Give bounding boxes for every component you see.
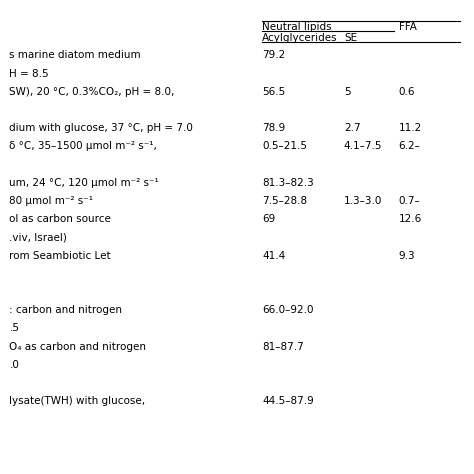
Text: 81.3–82.3: 81.3–82.3 [262,178,314,188]
Text: 12.6: 12.6 [399,214,422,224]
Text: Neutral lipids: Neutral lipids [262,22,332,32]
Text: FFA: FFA [399,22,417,32]
Text: SW), 20 °C, 0.3%CO₂, pH = 8.0,: SW), 20 °C, 0.3%CO₂, pH = 8.0, [9,87,175,97]
Text: 56.5: 56.5 [262,87,285,97]
Text: 69: 69 [262,214,275,224]
Text: 81–87.7: 81–87.7 [262,342,304,352]
Text: 11.2: 11.2 [399,123,422,133]
Text: SE: SE [344,33,357,43]
Text: 7.5–28.8: 7.5–28.8 [262,196,307,206]
Text: 6.2–: 6.2– [399,141,420,151]
Text: 80 μmol m⁻² s⁻¹: 80 μmol m⁻² s⁻¹ [9,196,93,206]
Text: 1.3–3.0: 1.3–3.0 [344,196,383,206]
Text: .5: .5 [9,323,19,333]
Text: Acylglycerides: Acylglycerides [262,33,337,43]
Text: 5: 5 [344,87,351,97]
Text: s marine diatom medium: s marine diatom medium [9,50,141,60]
Text: 0.6: 0.6 [399,87,415,97]
Text: .0: .0 [9,360,19,370]
Text: 66.0–92.0: 66.0–92.0 [262,305,313,315]
Text: : carbon and nitrogen: : carbon and nitrogen [9,305,122,315]
Text: H = 8.5: H = 8.5 [9,69,49,79]
Text: lysate(TWH) with glucose,: lysate(TWH) with glucose, [9,396,146,406]
Text: 0.7–: 0.7– [399,196,420,206]
Text: .viv, Israel): .viv, Israel) [9,232,67,242]
Text: dium with glucose, 37 °C, pH = 7.0: dium with glucose, 37 °C, pH = 7.0 [9,123,193,133]
Text: 0.5–21.5: 0.5–21.5 [262,141,307,151]
Text: O₄ as carbon and nitrogen: O₄ as carbon and nitrogen [9,342,146,352]
Text: 9.3: 9.3 [399,251,415,261]
Text: um, 24 °C, 120 μmol m⁻² s⁻¹: um, 24 °C, 120 μmol m⁻² s⁻¹ [9,178,159,188]
Text: 79.2: 79.2 [262,50,285,60]
Text: 44.5–87.9: 44.5–87.9 [262,396,314,406]
Text: δ °C, 35–1500 μmol m⁻² s⁻¹,: δ °C, 35–1500 μmol m⁻² s⁻¹, [9,141,157,151]
Text: rom Seambiotic Let: rom Seambiotic Let [9,251,111,261]
Text: ol as carbon source: ol as carbon source [9,214,111,224]
Text: 4.1–7.5: 4.1–7.5 [344,141,383,151]
Text: 2.7: 2.7 [344,123,361,133]
Text: 78.9: 78.9 [262,123,285,133]
Text: 41.4: 41.4 [262,251,285,261]
